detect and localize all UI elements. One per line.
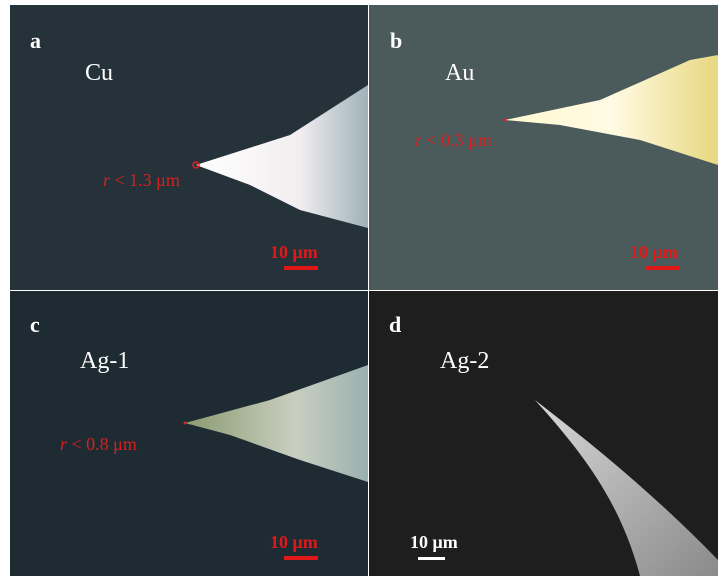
- panel-label: b: [390, 28, 402, 53]
- figure: a Cu r < 1.3 μm 10 μm b Au r < 0.3 μm 10…: [0, 0, 718, 576]
- scale-bar: [646, 266, 680, 270]
- radius-value: < 0.3 μm: [427, 130, 492, 150]
- scale-bar: [284, 556, 318, 560]
- radius-symbol: r: [103, 170, 111, 190]
- panel-c: c Ag-1 r < 0.8 μm 10 μm: [10, 291, 368, 576]
- material-label: Ag-2: [440, 348, 489, 374]
- scale-bar: [284, 266, 318, 270]
- panel-a: a Cu r < 1.3 μm 10 μm: [10, 5, 368, 290]
- panel-d: d Ag-2 10 μm: [369, 291, 718, 576]
- radius-label: r < 0.8 μm: [60, 434, 137, 454]
- tip-marker: [184, 422, 187, 425]
- tip-marker: [504, 119, 507, 122]
- scale-label: 10 μm: [630, 242, 678, 262]
- radius-symbol: r: [60, 434, 68, 454]
- panel-label: c: [30, 312, 40, 337]
- radius-value: < 1.3 μm: [115, 170, 180, 190]
- scale-label: 10 μm: [410, 532, 458, 552]
- scale-label: 10 μm: [270, 242, 318, 262]
- radius-value: < 0.8 μm: [72, 434, 137, 454]
- material-label: Ag-1: [80, 348, 129, 374]
- material-label: Au: [445, 60, 474, 86]
- material-label: Cu: [85, 60, 113, 86]
- scale-label: 10 μm: [270, 532, 318, 552]
- radius-label: r < 0.3 μm: [415, 130, 492, 150]
- radius-symbol: r: [415, 130, 423, 150]
- radius-label: r < 1.3 μm: [103, 170, 180, 190]
- panel-label: d: [389, 312, 401, 337]
- panel-b: b Au r < 0.3 μm 10 μm: [369, 5, 718, 290]
- scale-bar: [418, 557, 445, 560]
- panel-label: a: [30, 28, 41, 53]
